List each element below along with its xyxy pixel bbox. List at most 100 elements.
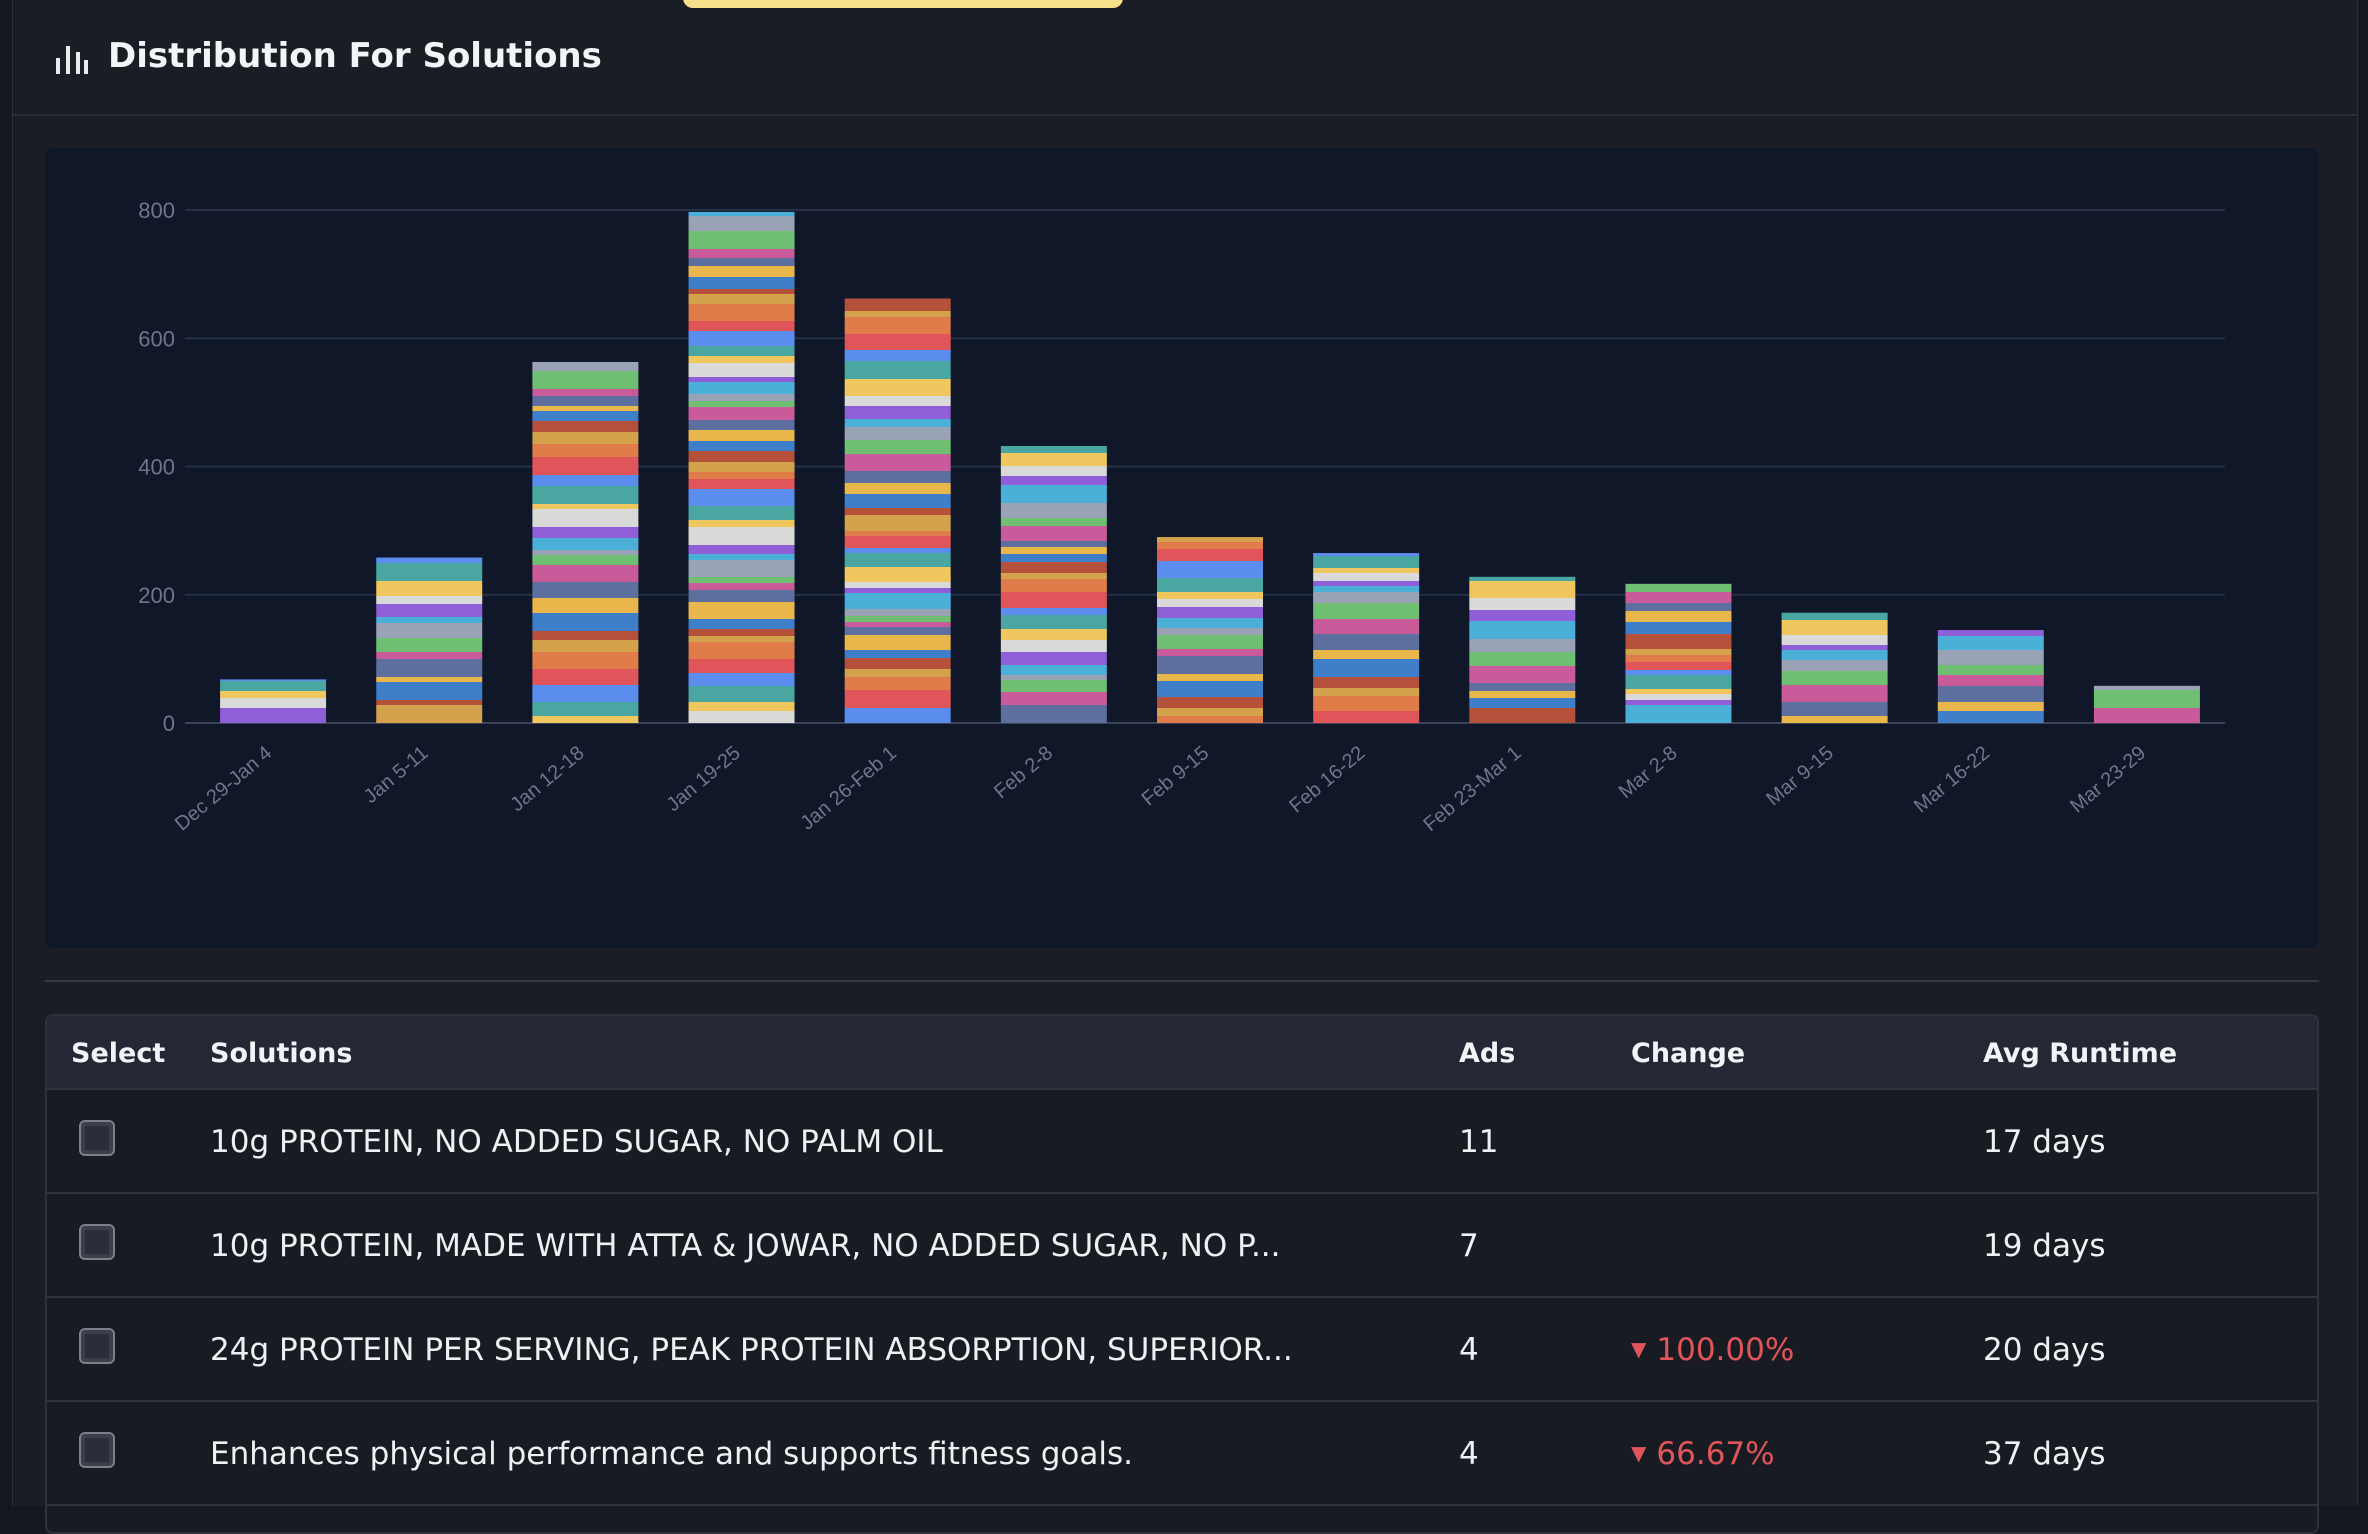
- bar-segment: [1157, 599, 1263, 607]
- bar-segment: [532, 457, 639, 475]
- bar-segment: [844, 350, 951, 361]
- bar-12[interactable]: [2093, 685, 2200, 723]
- x-tick-label: Feb 9-15: [1138, 742, 1213, 810]
- table-row[interactable]: 10g PROTEIN, MADE WITH ATTA & JOWAR, NO …: [47, 1194, 2317, 1298]
- row-checkbox[interactable]: [79, 1328, 115, 1364]
- bar-segment: [376, 659, 483, 677]
- bar-segment: [1469, 708, 1576, 723]
- bar-segment: [688, 289, 795, 294]
- bar-segment: [1000, 592, 1107, 608]
- bar-segment: [1157, 681, 1263, 697]
- bar-segment: [688, 401, 795, 407]
- bar-segment: [1157, 708, 1263, 716]
- bar-segment: [2093, 708, 2200, 723]
- row-checkbox[interactable]: [79, 1120, 115, 1156]
- bar-segment: [1313, 659, 1420, 677]
- ads-cell: 4: [1459, 1332, 1479, 1368]
- table-row[interactable]: 10g PROTEIN, NO ADDED SUGAR, NO PALM OIL…: [47, 1090, 2317, 1194]
- x-tick-label: Mar 9-15: [1762, 742, 1837, 810]
- bar-segment: [688, 231, 795, 249]
- bar-5[interactable]: [1000, 445, 1107, 723]
- bar-3[interactable]: [688, 211, 795, 723]
- bar-8[interactable]: [1469, 576, 1576, 723]
- bar-2[interactable]: [532, 361, 639, 723]
- bar-1[interactable]: [376, 557, 483, 723]
- bar-segment: [688, 462, 795, 472]
- x-tick-label: Mar 16-22: [1910, 742, 1994, 817]
- x-tick-label: Jan 19-25: [662, 742, 744, 816]
- bar-segment: [376, 682, 483, 700]
- row-checkbox[interactable]: [79, 1224, 115, 1260]
- x-tick-label: Feb 2-8: [990, 742, 1057, 803]
- bar-segment: [220, 698, 327, 708]
- bar-7[interactable]: [1313, 553, 1420, 723]
- down-arrow-icon: ▼: [1631, 1441, 1647, 1465]
- bar-segment: [532, 685, 639, 702]
- header-ads[interactable]: Ads: [1459, 1038, 1516, 1069]
- bar-segment: [688, 659, 795, 673]
- bar-segment: [844, 690, 951, 708]
- bar-4[interactable]: [844, 298, 951, 723]
- bar-segment: [688, 577, 795, 583]
- bar-segment: [1157, 561, 1263, 578]
- bar-segment: [532, 396, 639, 406]
- bar-segment: [1469, 639, 1576, 652]
- bar-segment: [1157, 635, 1263, 649]
- bar-segment: [532, 538, 639, 550]
- bar-segment: [1000, 579, 1107, 592]
- bar-segment: [844, 658, 951, 669]
- bar-segment: [688, 331, 795, 346]
- solution-cell: 10g PROTEIN, MADE WITH ATTA & JOWAR, NO …: [210, 1228, 1281, 1264]
- x-tick-label: Jan 12-18: [506, 742, 588, 816]
- bar-0[interactable]: [220, 679, 327, 723]
- bar-segment: [220, 708, 327, 723]
- bar-segment: [220, 681, 327, 691]
- bar-segment: [2093, 690, 2200, 708]
- bar-segment: [1625, 705, 1732, 723]
- header-change[interactable]: Change: [1631, 1038, 1746, 1069]
- bar-segment: [688, 216, 795, 231]
- bar-segment: [1781, 612, 1888, 620]
- bar-11[interactable]: [1937, 630, 2044, 723]
- bar-segment: [532, 411, 639, 421]
- bar-segment: [688, 583, 795, 590]
- bar-segment: [844, 536, 951, 548]
- bar-segment: [844, 627, 951, 635]
- bar-segment: [1000, 485, 1107, 503]
- bar-segment: [1625, 700, 1732, 705]
- bar-segment: [1625, 592, 1732, 603]
- bar-segment: [376, 705, 483, 723]
- header-solutions[interactable]: Solutions: [210, 1038, 353, 1069]
- bar-segment: [688, 356, 795, 363]
- bar-segment: [532, 555, 639, 565]
- bar-segment: [1000, 518, 1107, 526]
- bar-segment: [844, 582, 951, 588]
- bar-segment: [1000, 445, 1107, 453]
- bar-segment: [688, 686, 795, 702]
- table-row[interactable]: 24g PROTEIN PER SERVING, PEAK PROTEIN AB…: [47, 1298, 2317, 1402]
- bar-segment: [1157, 542, 1263, 549]
- x-tick-label: Jan 26-Feb 1: [796, 742, 900, 835]
- header-avg-runtime[interactable]: Avg Runtime: [1983, 1038, 2178, 1069]
- bar-segment: [844, 622, 951, 627]
- bar-segment: [688, 636, 795, 642]
- bar-segment: [532, 371, 639, 389]
- bar-segment: [532, 527, 639, 538]
- bar-segment: [1625, 675, 1732, 689]
- bar-segment: [688, 377, 795, 382]
- row-checkbox[interactable]: [79, 1432, 115, 1468]
- bar-segment: [688, 560, 795, 577]
- bar-segment: [532, 486, 639, 504]
- divider: [45, 980, 2319, 982]
- bar-segment: [844, 548, 951, 553]
- bar-segment: [688, 294, 795, 304]
- bar-segment: [1157, 716, 1263, 723]
- bar-segment: [688, 451, 795, 462]
- bar-segment: [376, 604, 483, 617]
- bar-segment: [1000, 675, 1107, 680]
- bar-10[interactable]: [1781, 612, 1888, 723]
- bar-9[interactable]: [1625, 583, 1732, 723]
- bar-6[interactable]: [1157, 537, 1263, 723]
- table-row[interactable]: Enhances physical performance and suppor…: [47, 1402, 2317, 1506]
- bar-segment: [688, 506, 795, 520]
